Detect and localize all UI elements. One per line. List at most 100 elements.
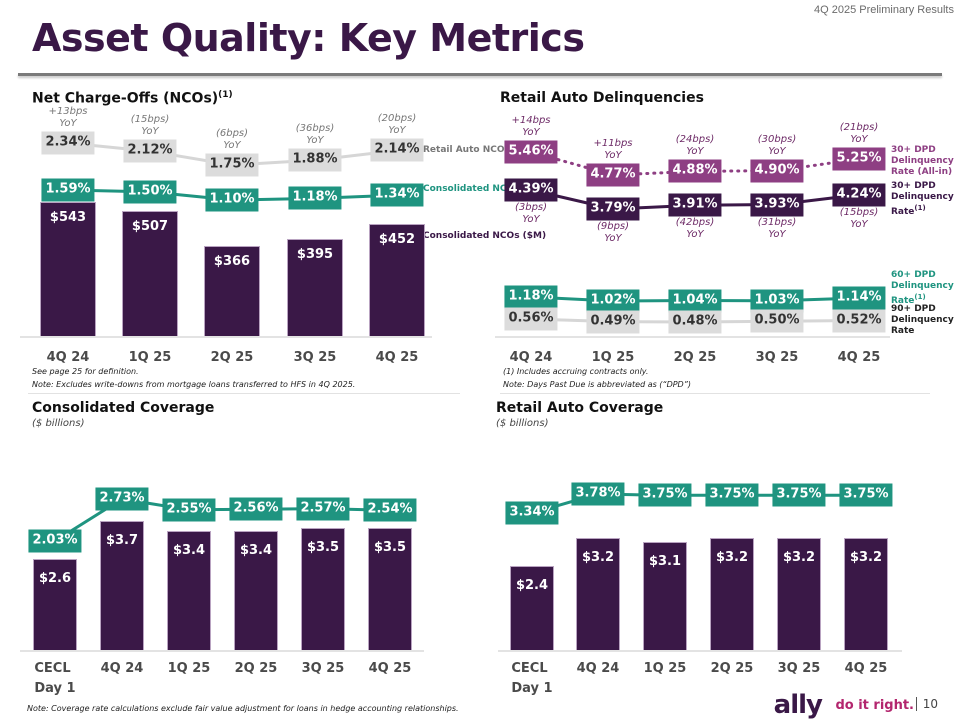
nco-bar <box>122 210 178 336</box>
dpd30-all-in-label: 4.77% <box>586 163 640 187</box>
nco-bar <box>369 224 425 336</box>
dpd30-all-in-label: 5.25% <box>832 147 886 171</box>
legend-consolidated-nco-rate: Consolidated NCO Rate <box>423 184 541 195</box>
yoy-change: (3bps) <box>514 202 548 213</box>
coverage-note: Note: Coverage rate calculations exclude… <box>27 704 459 713</box>
ra-cov-bar-label: $3.2 <box>782 550 816 566</box>
legend-line: Delinquency <box>891 315 954 325</box>
legend-text: Consolidated NCOs ($M) <box>423 231 547 241</box>
nco-note-divider <box>28 393 460 394</box>
retail-auto-nco-yoy: (36bps) YoY <box>296 123 334 147</box>
ra-cov-x-tick: 3Q 25 <box>778 659 821 679</box>
retail-auto-nco-label: 2.34% <box>41 131 95 155</box>
tick-line: Day 1 <box>34 681 76 696</box>
ra-cov-bar <box>510 566 554 650</box>
tick-line: CECL <box>511 661 548 676</box>
dpd90-label: 0.48% <box>668 310 722 334</box>
retail-auto-nco-label: 2.14% <box>370 138 424 162</box>
cons-cov-x-tick: 4Q 24 <box>101 659 144 679</box>
yoy-change: (42bps) <box>675 217 715 229</box>
ra-cov-subtitle: ($ billions) <box>496 418 549 429</box>
legend-30dpd: 30+ DPD Delinquency Rate(1) <box>891 181 954 218</box>
nco-bar <box>287 238 343 336</box>
cons-cov-rate-label: 2.54% <box>363 498 417 522</box>
nco-x-tick: 1Q 25 <box>128 350 172 365</box>
dpd60-label: 1.14% <box>832 286 886 310</box>
legend-footnote: (1) <box>914 204 926 212</box>
tick-line: 4Q 25 <box>844 661 888 676</box>
retail-auto-nco-yoy: +13bps YoY <box>48 106 87 130</box>
yoy-change: (15bps) <box>839 206 879 218</box>
nco-bar-label: $507 <box>131 218 169 234</box>
delinq-x-tick: 4Q 25 <box>837 350 881 365</box>
yoy-suffix: YoY <box>522 214 540 225</box>
ra-cov-x-tick: CECL Day 1 <box>511 659 552 699</box>
tick-line: 3Q 25 <box>777 661 821 676</box>
report-subtitle: 4Q 2025 Preliminary Results <box>813 4 954 16</box>
consolidated-nco-label: 1.50% <box>123 180 177 204</box>
legend-consolidated-ncos: Consolidated NCOs ($M) <box>423 231 546 242</box>
yoy-suffix: YoY <box>850 218 868 230</box>
cons-cov-x-tick: CECL Day 1 <box>34 659 75 699</box>
cons-cov-bar-label: $3.5 <box>373 539 407 555</box>
cons-cov-bar-label: $2.6 <box>38 571 72 587</box>
nco-bar <box>204 245 260 336</box>
consolidated-nco-label: 1.34% <box>370 183 424 207</box>
yoy-change: (9bps) <box>596 221 630 232</box>
page-number: 10 <box>915 697 938 711</box>
ra-cov-bar <box>576 538 620 650</box>
legend-retail-auto-nco-rate: Retail Auto NCO Rate <box>423 145 531 156</box>
delinq-baseline <box>495 336 890 338</box>
retail-auto-nco-yoy: (6bps) YoY <box>216 128 248 152</box>
nco-note-1: See page 25 for definition. <box>32 367 139 376</box>
legend-line: Delinquency <box>891 156 954 166</box>
nco-bar <box>40 202 96 336</box>
dpd30-yoy: (15bps) YoY <box>840 207 878 231</box>
yoy-change: (31bps) <box>757 216 797 228</box>
nco-bar-label: $366 <box>213 253 251 269</box>
ally-logo: ally <box>773 690 823 720</box>
delinq-chart-title: Retail Auto Delinquencies <box>500 90 704 106</box>
legend-line: 90+ DPD <box>891 304 936 314</box>
ra-cov-x-tick: 2Q 25 <box>711 659 754 679</box>
dpd30-label: 4.39% <box>504 178 558 202</box>
yoy-change: (36bps) <box>295 123 335 135</box>
tick-line: 1Q 25 <box>643 661 687 676</box>
cons-cov-x-tick: 1Q 25 <box>168 659 211 679</box>
ra-cov-bar-label: $3.1 <box>648 553 682 569</box>
dpd30-label: 3.79% <box>586 197 640 221</box>
tick-line: 1Q 25 <box>167 661 211 676</box>
nco-x-tick: 2Q 25 <box>210 350 254 365</box>
ra-cov-rate-label: 3.34% <box>505 501 559 525</box>
legend-line: 30+ DPD <box>891 181 936 191</box>
dpd30-all-in-label: 4.90% <box>750 159 804 183</box>
ra-cov-x-tick: 4Q 25 <box>845 659 888 679</box>
cons-cov-rate-label: 2.57% <box>296 497 350 521</box>
yoy-change: (6bps) <box>215 128 249 139</box>
cons-cov-rate-label: 2.55% <box>162 498 216 522</box>
nco-x-tick: 4Q 25 <box>375 350 419 365</box>
cons-cov-x-tick: 2Q 25 <box>235 659 278 679</box>
ra-cov-bar-label: $2.4 <box>515 578 549 594</box>
cons-cov-bar-label: $3.4 <box>172 543 206 559</box>
cons-cov-subtitle: ($ billions) <box>32 418 85 429</box>
ra-cov-rate-label: 3.78% <box>571 482 625 506</box>
retail-auto-nco-label: 2.12% <box>123 139 177 163</box>
legend-line: 30+ DPD <box>891 145 936 155</box>
nco-x-tick: 4Q 24 <box>46 350 90 365</box>
ra-cov-chart-title: Retail Auto Coverage <box>496 400 664 416</box>
dpd30-label: 3.91% <box>668 193 722 217</box>
tick-line: 4Q 25 <box>368 661 412 676</box>
nco-x-tick: 3Q 25 <box>293 350 337 365</box>
yoy-suffix: YoY <box>141 126 159 138</box>
retail-auto-nco-yoy: (15bps) YoY <box>131 114 169 138</box>
yoy-suffix: YoY <box>604 233 622 244</box>
legend-line: Rate (All-in) <box>891 167 953 177</box>
legend-footnote: (1) <box>914 293 926 301</box>
dpd60-label: 1.18% <box>504 285 558 309</box>
dpd30-all-in-yoy: +14bps YoY <box>511 115 550 139</box>
cons-cov-rate-label: 2.73% <box>95 487 149 511</box>
dpd30-all-in-yoy: (24bps) YoY <box>676 134 714 158</box>
yoy-change: (30bps) <box>757 133 797 145</box>
dpd90-label: 0.50% <box>750 309 804 333</box>
